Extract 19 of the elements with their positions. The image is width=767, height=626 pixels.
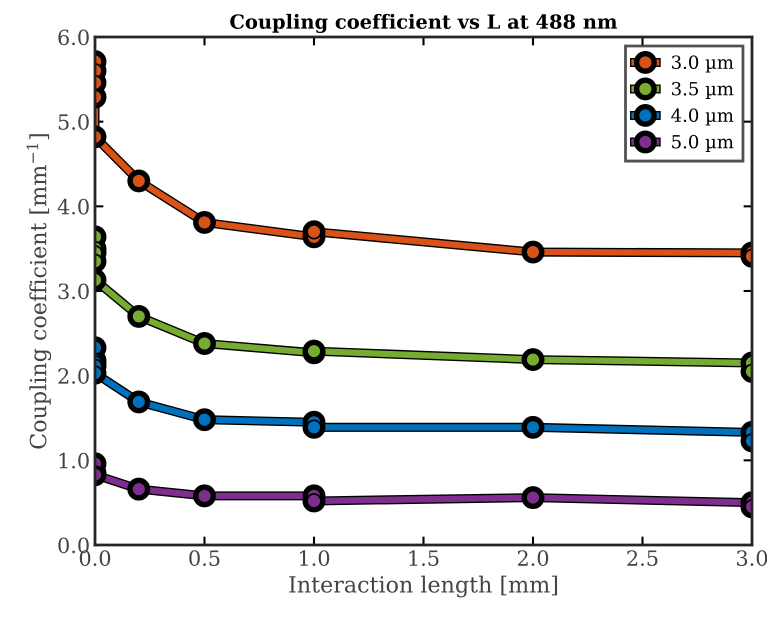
x-tick-label: 1.0 bbox=[300, 550, 330, 566]
x-tick-label: 2.0 bbox=[518, 550, 548, 566]
y-tick-label: 1.0 bbox=[60, 452, 89, 469]
y-tick-label: 6.0 bbox=[58, 29, 89, 46]
y-tick-label: 4.0 bbox=[58, 198, 89, 215]
y-tick-label: 2.0 bbox=[58, 368, 89, 384]
chart-title: Coupling coefficient vs L at 488 nm bbox=[230, 14, 618, 33]
legend-label: 4.0 µm bbox=[671, 108, 734, 126]
legend-label: 3.0 µm bbox=[672, 55, 734, 73]
legend-label: 5.0 µm bbox=[672, 134, 734, 152]
y-axis-title: Coupling coefficient [mm$^{−1}$] bbox=[26, 134, 52, 449]
x-tick-label: 2.5 bbox=[627, 550, 658, 566]
legend-label: 3.5 µm bbox=[672, 82, 734, 100]
y-tick-label: 3.0 bbox=[58, 283, 89, 300]
x-tick-label: 0.5 bbox=[189, 550, 220, 566]
y-tick-label: 5.0 bbox=[58, 114, 89, 130]
x-axis-title: Interaction length [mm] bbox=[289, 576, 558, 598]
x-tick-label: 3.0 bbox=[737, 550, 767, 566]
x-tick-label: 1.5 bbox=[409, 550, 438, 566]
